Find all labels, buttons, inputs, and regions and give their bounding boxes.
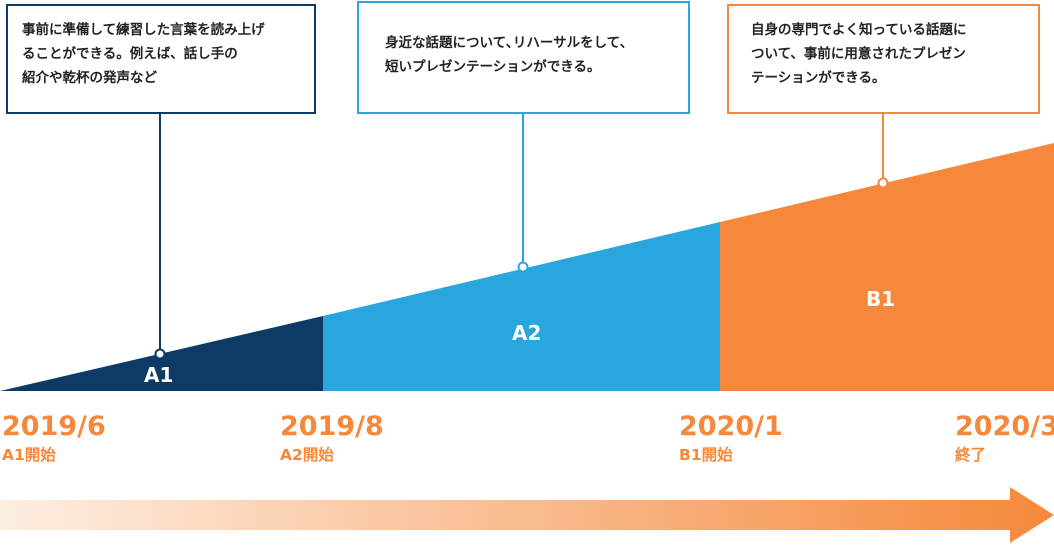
milestone-caption: A2開始 [280,446,334,464]
stage-b1-marker [877,177,889,189]
stage-a2-marker [517,261,529,273]
milestone-date: 2019/6 [2,411,106,442]
milestone-caption: B1開始 [679,446,733,464]
milestone-caption: 終了 [955,446,987,464]
callout-a2: 身近な話題について､リハーサルをして､ 短いプレゼンテーションができる。 [357,1,690,114]
milestone-date: 2020/3 [955,411,1054,442]
progress-arrow [0,487,1054,543]
milestone-date: 2019/8 [280,411,384,442]
callout-a1: 事前に準備して練習した言葉を読み上げ ることができる。例えば、話し手の 紹介や乾… [6,4,316,114]
milestone-caption: A1開始 [2,446,56,464]
callout-b1: 自身の専門でよく知っている話題に ついて、事前に用意されたプレゼン テーションが… [727,4,1040,114]
stage-b1-label: B1 [866,287,896,311]
milestone-date: 2020/1 [679,411,783,442]
stage-b1-segment [720,143,1054,391]
stage-a1-label: A1 [144,363,174,387]
stage-a2-label: A2 [512,321,542,345]
stage-a2-segment [323,222,720,391]
stage-a1-marker [154,348,166,360]
